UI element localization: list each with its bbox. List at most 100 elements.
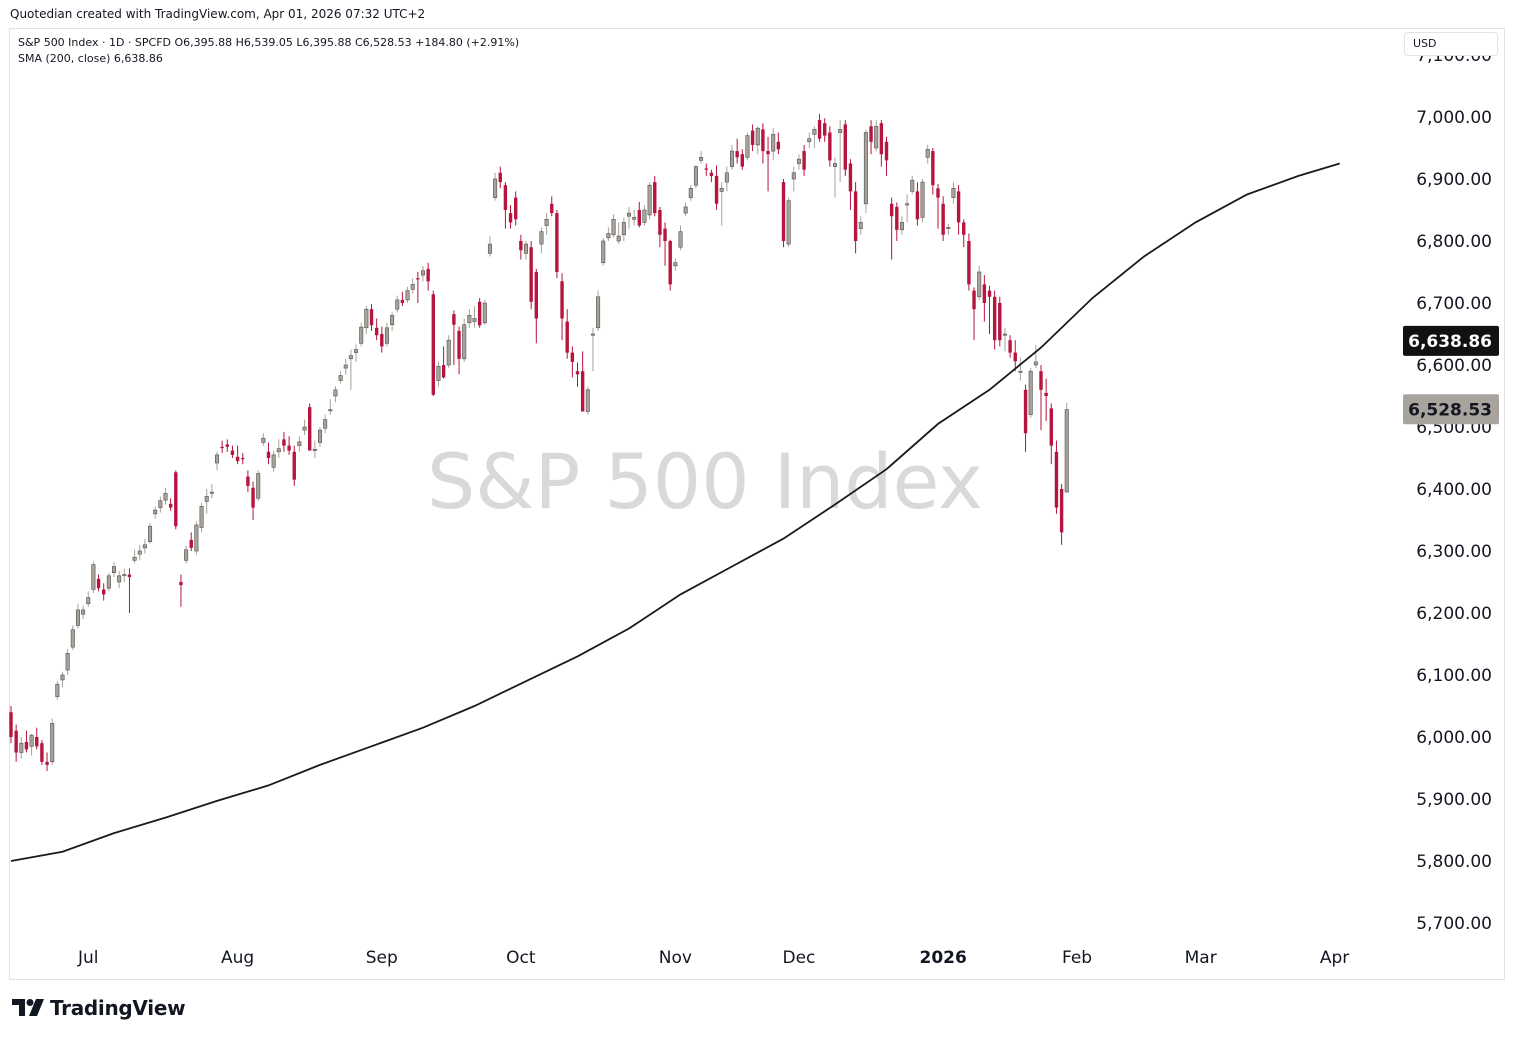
candle[interactable] xyxy=(45,752,49,772)
candle[interactable] xyxy=(467,309,472,328)
candle[interactable] xyxy=(343,358,348,375)
candle[interactable] xyxy=(647,182,652,220)
candle[interactable] xyxy=(544,213,549,235)
candle[interactable] xyxy=(899,216,904,235)
candle[interactable] xyxy=(40,740,44,765)
candle[interactable] xyxy=(390,312,395,331)
candle[interactable] xyxy=(271,450,276,472)
candle[interactable] xyxy=(1033,345,1038,369)
candle[interactable] xyxy=(637,201,641,228)
candle[interactable] xyxy=(781,179,786,248)
candle[interactable] xyxy=(117,570,122,589)
candle[interactable] xyxy=(153,506,158,519)
candle[interactable] xyxy=(621,217,626,241)
candle[interactable] xyxy=(142,538,147,554)
candle[interactable] xyxy=(220,440,224,454)
candle[interactable] xyxy=(884,136,889,176)
candle[interactable] xyxy=(807,132,812,149)
candle[interactable] xyxy=(498,166,502,189)
candle[interactable] xyxy=(729,144,734,170)
candle[interactable] xyxy=(19,737,24,759)
legend-sma[interactable]: SMA (200, close) 6,638.86 xyxy=(18,52,163,65)
candle[interactable] xyxy=(431,290,435,396)
candle[interactable] xyxy=(724,166,729,192)
candle[interactable] xyxy=(472,306,477,328)
candle[interactable] xyxy=(416,272,420,303)
candle[interactable] xyxy=(9,706,13,744)
candle[interactable] xyxy=(308,403,312,451)
candle[interactable] xyxy=(977,265,982,300)
candle[interactable] xyxy=(462,318,467,362)
candle[interactable] xyxy=(400,291,405,307)
candle[interactable] xyxy=(523,241,528,260)
candle[interactable] xyxy=(1039,365,1043,431)
candle[interactable] xyxy=(889,197,894,260)
candle[interactable] xyxy=(328,399,333,415)
candle[interactable] xyxy=(282,431,286,452)
candle[interactable] xyxy=(261,433,266,446)
candle[interactable] xyxy=(869,120,873,155)
candle[interactable] xyxy=(982,275,987,322)
candle[interactable] xyxy=(590,327,595,372)
currency-selector[interactable]: USD xyxy=(1404,32,1498,56)
candle[interactable] xyxy=(1008,335,1012,358)
candle[interactable] xyxy=(817,113,822,142)
candle[interactable] xyxy=(539,227,544,254)
legend-main-series[interactable]: S&P 500 Index · 1D · SPCFD O6,395.88 H6,… xyxy=(18,36,520,49)
candle[interactable] xyxy=(14,724,18,762)
candle[interactable] xyxy=(189,532,193,551)
candle[interactable] xyxy=(168,498,173,511)
candle[interactable] xyxy=(560,273,564,341)
candle[interactable] xyxy=(740,149,744,170)
candle[interactable] xyxy=(668,239,672,291)
candle[interactable] xyxy=(112,562,117,578)
candle[interactable] xyxy=(967,233,971,291)
candle[interactable] xyxy=(951,182,956,204)
candle[interactable] xyxy=(369,304,374,331)
candle[interactable] xyxy=(879,120,884,167)
candle[interactable] xyxy=(96,574,101,592)
candle[interactable] xyxy=(317,427,322,447)
candle[interactable] xyxy=(436,361,441,387)
candle[interactable] xyxy=(678,225,683,251)
candle[interactable] xyxy=(55,681,60,700)
candle[interactable] xyxy=(65,648,70,675)
candle[interactable] xyxy=(482,299,487,325)
candle[interactable] xyxy=(796,154,801,170)
candle[interactable] xyxy=(477,298,482,328)
candle[interactable] xyxy=(1023,384,1028,452)
candle[interactable] xyxy=(585,386,590,415)
candle[interactable] xyxy=(137,544,142,561)
candle[interactable] xyxy=(611,214,616,238)
candle[interactable] xyxy=(863,129,868,214)
candle[interactable] xyxy=(519,234,523,260)
candle[interactable] xyxy=(29,733,34,756)
candle[interactable] xyxy=(956,185,961,235)
candle[interactable] xyxy=(653,175,657,217)
candle[interactable] xyxy=(348,349,353,390)
candle[interactable] xyxy=(163,487,168,505)
candle[interactable] xyxy=(50,718,55,765)
candle[interactable] xyxy=(241,453,245,465)
candle[interactable] xyxy=(626,206,631,229)
candle[interactable] xyxy=(565,309,569,359)
candle[interactable] xyxy=(673,258,678,271)
candle[interactable] xyxy=(693,165,698,189)
candle[interactable] xyxy=(35,727,39,750)
candle[interactable] xyxy=(709,169,714,183)
candle[interactable] xyxy=(235,445,240,465)
candle[interactable] xyxy=(1018,357,1023,381)
candle[interactable] xyxy=(292,445,296,486)
candle[interactable] xyxy=(992,290,997,350)
candle[interactable] xyxy=(508,205,513,229)
candle[interactable] xyxy=(915,182,920,226)
candle[interactable] xyxy=(931,148,935,195)
candle[interactable] xyxy=(1044,378,1048,421)
candle[interactable] xyxy=(70,625,75,651)
candle[interactable] xyxy=(580,351,585,412)
candle[interactable] xyxy=(380,326,384,353)
candle[interactable] xyxy=(858,216,863,235)
candle[interactable] xyxy=(786,197,791,248)
candle[interactable] xyxy=(601,237,606,266)
candle[interactable] xyxy=(570,346,575,378)
